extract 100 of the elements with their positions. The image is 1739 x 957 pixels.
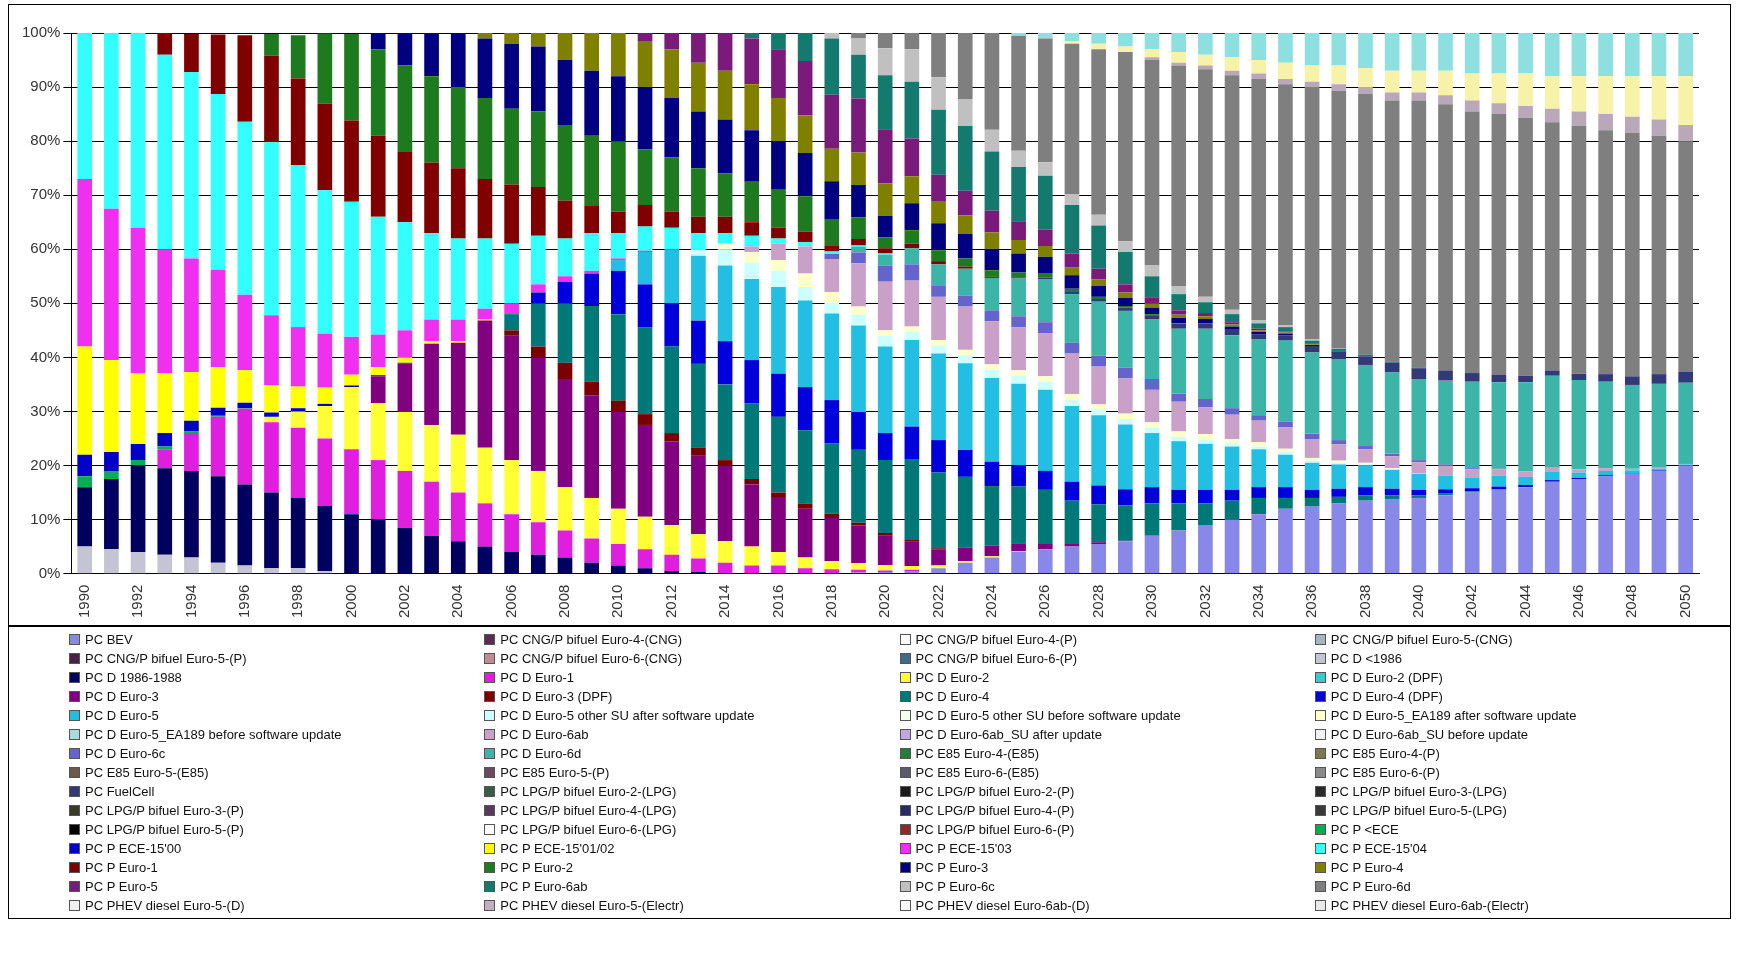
legend-label: PC LPG/P bifuel Euro-4-(LPG) bbox=[500, 803, 677, 818]
x-tick-label: 2038 bbox=[1355, 584, 1373, 619]
legend-label: PC CNG/P bifuel Euro-6-(P) bbox=[915, 651, 1078, 666]
legend-label: PC LPG/P bifuel Euro-2-(LPG) bbox=[500, 784, 677, 799]
legend-label: PC D Euro-2 (DPF) bbox=[1330, 670, 1443, 685]
legend-label: PC D Euro-2 bbox=[915, 670, 990, 685]
legend-label: PC CNG/P bifuel Euro-4-(P) bbox=[915, 632, 1078, 647]
legend-label: PC P <ECE bbox=[1330, 822, 1399, 837]
x-tick-label: 1998 bbox=[288, 584, 306, 619]
legend-label: PC D Euro-3 bbox=[85, 689, 159, 704]
x-tick-label: 2024 bbox=[982, 584, 1000, 619]
y-tick-label: 100% bbox=[21, 23, 61, 41]
x-tick-label: 2004 bbox=[448, 584, 466, 619]
y-tick-label: 0% bbox=[38, 563, 61, 581]
y-tick-label: 50% bbox=[30, 293, 61, 311]
x-tick-label: 2040 bbox=[1408, 584, 1426, 619]
legend-label: PC PHEV diesel Euro-6ab-(D) bbox=[915, 898, 1090, 913]
legend-label: PC LPG/P bifuel Euro-3-(LPG) bbox=[1330, 784, 1507, 799]
x-tick-label: 1994 bbox=[181, 584, 199, 619]
legend-label: PC D 1986-1988 bbox=[85, 670, 182, 685]
x-tick-label: 1996 bbox=[234, 584, 252, 619]
legend-label: PC D Euro-6ab bbox=[500, 727, 589, 742]
x-tick-label: 2032 bbox=[1195, 584, 1213, 619]
legend-label: PC D Euro-4 (DPF) bbox=[1330, 689, 1443, 704]
legend-label: PC D Euro-6ab_SU after update bbox=[915, 727, 1102, 742]
y-tick-label: 80% bbox=[30, 131, 61, 149]
legend-label: PC D Euro-6d bbox=[500, 746, 582, 761]
legend-label: PC E85 Euro-5-(P) bbox=[500, 765, 610, 780]
legend-label: PC E85 Euro-5-(E85) bbox=[85, 765, 209, 780]
x-tick-label: 1992 bbox=[128, 584, 146, 619]
legend-label: PC P Euro-6ab bbox=[500, 879, 588, 894]
legend-label: PC D Euro-6ab_SU before update bbox=[1330, 727, 1529, 742]
x-tick-label: 2030 bbox=[1142, 584, 1160, 619]
legend-label: PC LPG/P bifuel Euro-4-(P) bbox=[915, 803, 1075, 818]
legend-label: PC D Euro-5 bbox=[85, 708, 159, 723]
legend-label: PC D Euro-6c bbox=[85, 746, 166, 761]
x-tick-label: 2026 bbox=[1035, 584, 1053, 619]
y-tick-label: 20% bbox=[30, 455, 61, 473]
x-tick-label: 2020 bbox=[875, 584, 893, 619]
legend-label: PC PHEV diesel Euro-6ab-(Electr) bbox=[1330, 898, 1529, 913]
legend-label: PC CNG/P bifuel Euro-6-(CNG) bbox=[500, 651, 683, 666]
x-tick-label: 2014 bbox=[715, 584, 733, 619]
x-tick-label: 1990 bbox=[74, 584, 92, 619]
x-tick-label: 2006 bbox=[501, 584, 519, 619]
legend-label: PC CNG/P bifuel Euro-4-(CNG) bbox=[500, 632, 683, 647]
legend-label: PC P Euro-6c bbox=[915, 879, 995, 894]
legend-label: PC LPG/P bifuel Euro-2-(P) bbox=[915, 784, 1075, 799]
x-tick-label: 2034 bbox=[1248, 584, 1266, 619]
x-tick-label: 2010 bbox=[608, 584, 626, 619]
legend-label: PC E85 Euro-6-(E85) bbox=[915, 765, 1040, 780]
legend-label: PC E85 Euro-4-(P) bbox=[1330, 746, 1440, 761]
legend-label: PC P ECE-15'01/02 bbox=[500, 841, 615, 856]
legend-label: PC D Euro-5 other SU before software update bbox=[915, 708, 1181, 723]
x-tick-label: 2028 bbox=[1088, 584, 1106, 619]
legend-label: PC LPG/P bifuel Euro-3-(P) bbox=[85, 803, 244, 818]
legend-label: PC P ECE-15'00 bbox=[85, 841, 182, 856]
legend-label: PC CNG/P bifuel Euro-5-(P) bbox=[85, 651, 247, 666]
x-tick-label: 2016 bbox=[768, 584, 786, 619]
legend-label: PC PHEV diesel Euro-5-(Electr) bbox=[500, 898, 684, 913]
x-tick-label: 2018 bbox=[821, 584, 839, 619]
legend-label: PC P Euro-3 bbox=[915, 860, 989, 875]
legend-label: PC P Euro-2 bbox=[500, 860, 573, 875]
legend-label: PC D Euro-5_EA189 before software update bbox=[85, 727, 342, 742]
y-tick-label: 90% bbox=[30, 77, 61, 95]
legend-label: PC P Euro-5 bbox=[85, 879, 158, 894]
legend-label: PC PHEV diesel Euro-5-(D) bbox=[85, 898, 245, 913]
y-tick-label: 70% bbox=[30, 185, 61, 203]
x-tick-label: 2036 bbox=[1302, 584, 1320, 619]
legend-label: PC CNG/P bifuel Euro-5-(CNG) bbox=[1330, 632, 1513, 647]
legend-label: PC P Euro-4 bbox=[1330, 860, 1404, 875]
x-tick-label: 2042 bbox=[1462, 584, 1480, 619]
y-tick-label: 30% bbox=[30, 401, 61, 419]
x-tick-label: 2046 bbox=[1569, 584, 1587, 619]
x-tick-label: 2012 bbox=[661, 584, 679, 619]
y-tick-label: 40% bbox=[30, 347, 61, 365]
x-tick-label: 2050 bbox=[1675, 584, 1693, 619]
legend-label: PC E85 Euro-4-(E85) bbox=[915, 746, 1040, 761]
legend-label: PC P ECE-15'04 bbox=[1330, 841, 1427, 856]
legend-label: PC LPG/P bifuel Euro-6-(P) bbox=[915, 822, 1075, 837]
legend-label: PC LPG/P bifuel Euro-6-(LPG) bbox=[500, 822, 677, 837]
legend-label: PC P Euro-1 bbox=[85, 860, 158, 875]
y-tick-label: 60% bbox=[30, 239, 61, 257]
x-tick-label: 2022 bbox=[928, 584, 946, 619]
x-tick-label: 2002 bbox=[395, 584, 413, 619]
x-tick-label: 2000 bbox=[341, 584, 359, 619]
legend-label: PC D <1986 bbox=[1330, 651, 1402, 666]
legend-label: PC D Euro-3 (DPF) bbox=[500, 689, 613, 704]
x-tick-label: 2008 bbox=[555, 584, 573, 619]
legend-label: PC D Euro-1 bbox=[500, 670, 574, 685]
legend-label: PC LPG/P bifuel Euro-5-(P) bbox=[85, 822, 244, 837]
x-tick-label: 2048 bbox=[1622, 584, 1640, 619]
x-tick-label: 2044 bbox=[1515, 584, 1533, 619]
legend-label: PC E85 Euro-6-(P) bbox=[1330, 765, 1440, 780]
legend-label: PC D Euro-5 other SU after software update bbox=[500, 708, 755, 723]
legend-label: PC P Euro-6d bbox=[1330, 879, 1411, 894]
legend-label: PC D Euro-4 bbox=[915, 689, 990, 704]
legend-label: PC P ECE-15'03 bbox=[915, 841, 1012, 856]
y-tick-label: 10% bbox=[30, 509, 61, 527]
legend-label: PC LPG/P bifuel Euro-5-(LPG) bbox=[1330, 803, 1507, 818]
legend-label: PC D Euro-5_EA189 after software update bbox=[1330, 708, 1577, 723]
